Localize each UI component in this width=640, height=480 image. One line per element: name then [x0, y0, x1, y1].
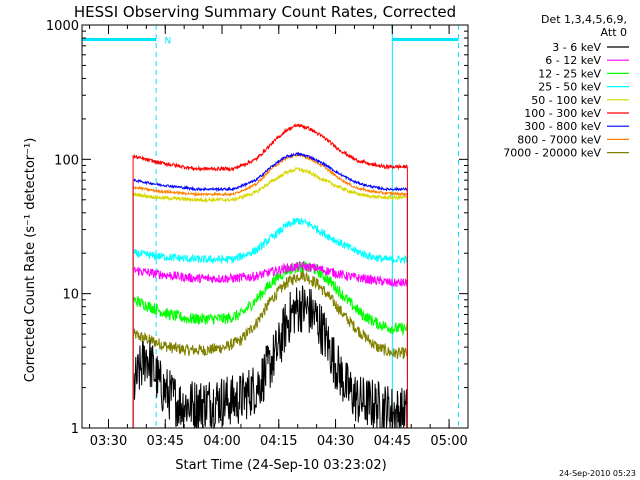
axes: 1 10 100 1000 03:30 03:45 04:00 04:15 04:30 04:45… [46, 19, 469, 449]
annotation-0: N [164, 36, 171, 46]
series-line-4 [132, 167, 408, 429]
legend-label-1: 6 - 12 keV [545, 54, 601, 67]
series-line-2 [132, 261, 408, 429]
y-tick-label-0: 1 [71, 422, 79, 437]
legend-label-3: 25 - 50 keV [538, 81, 601, 94]
plot-frame [81, 24, 469, 429]
legend-label-7: 800 - 7000 keV [517, 133, 601, 146]
legend-label-8: 7000 - 20000 keV [503, 147, 601, 160]
series-line-3 [132, 217, 408, 429]
series-line-0 [132, 285, 408, 430]
legend-header-0: Det 1,3,4,5,6,9, [541, 13, 627, 26]
series-line-6 [132, 151, 408, 429]
y-tick-label-2: 100 [54, 153, 79, 168]
x-tick-label-3: 04:15 [260, 434, 297, 449]
series-line-5 [132, 123, 408, 429]
series-line-7 [132, 153, 408, 429]
x-tick-label-0: 03:30 [90, 434, 127, 449]
plot-area: N [82, 25, 460, 430]
chart-title: HESSI Observing Summary Count Rates, Cor… [74, 3, 456, 21]
x-tick-label-5: 04:45 [374, 434, 411, 449]
legend-header-1: Att 0 [601, 26, 627, 39]
legend-label-5: 100 - 300 keV [524, 107, 601, 120]
x-tick-label-1: 03:45 [147, 434, 184, 449]
y-tick-label-3: 1000 [46, 19, 79, 34]
legend-label-0: 3 - 6 keV [552, 41, 601, 54]
x-tick-label-4: 04:30 [317, 434, 354, 449]
legend-label-2: 12 - 25 keV [538, 67, 601, 80]
legend-label-4: 50 - 100 keV [531, 94, 601, 107]
x-tick-label-6: 05:00 [430, 434, 467, 449]
footer-timestamp: 24-Sep-2010 05:23 [559, 469, 636, 478]
x-axis-label: Start Time (24-Sep-10 03:23:02) [175, 458, 386, 473]
legend-label-6: 300 - 800 keV [524, 120, 601, 133]
series-line-8 [132, 269, 408, 429]
x-tick-label-2: 04:00 [203, 434, 240, 449]
series-line-1 [132, 260, 408, 429]
y-tick-label-1: 10 [62, 288, 79, 303]
y-axis-label: Corrected Count Rate (s⁻¹ detector⁻¹) [23, 138, 38, 383]
